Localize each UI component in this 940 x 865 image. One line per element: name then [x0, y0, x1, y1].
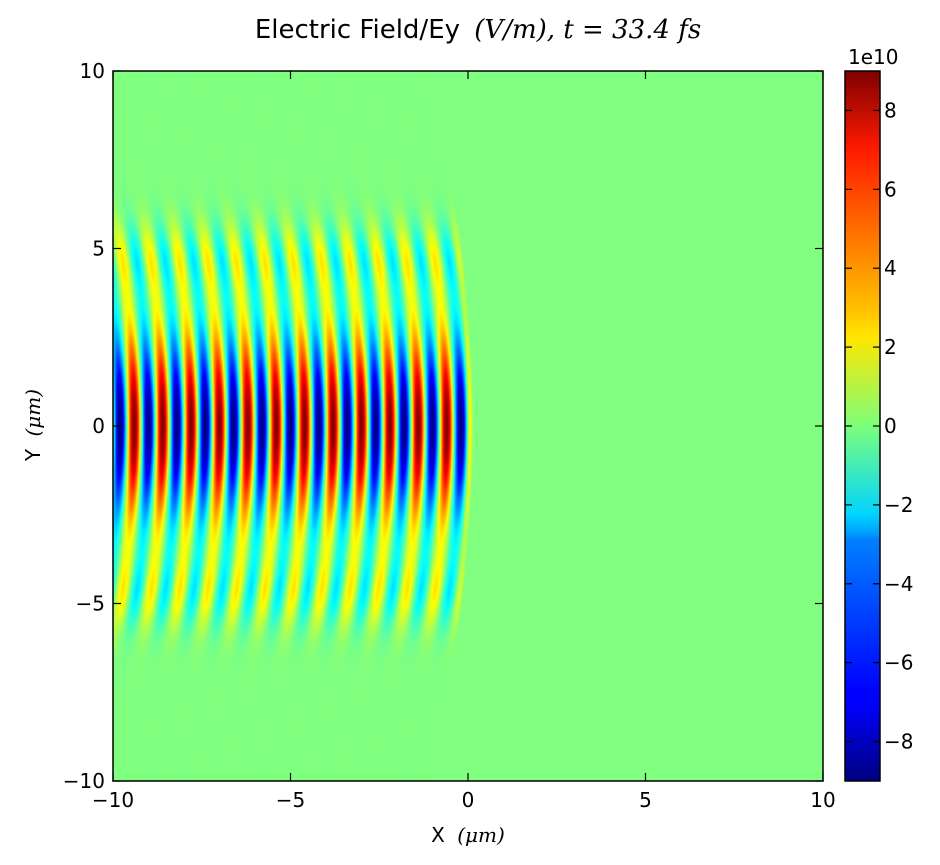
chart-title-unit: (V/m),: [474, 15, 563, 45]
y-tick-label: 0: [92, 414, 105, 438]
x-tick-label: −10: [92, 788, 134, 812]
x-axis-label: X (μm): [431, 823, 505, 847]
x-tick-label: −5: [276, 788, 305, 812]
y-tick-label: −5: [76, 592, 105, 616]
colorbar-tick-label: 0: [884, 414, 897, 438]
chart-title-text: Electric Field/Ey: [255, 15, 460, 45]
y-axis-label-unit: (μm): [21, 389, 45, 437]
x-axis-label-text: X: [431, 823, 445, 847]
colorbar-tick-label: 8: [884, 98, 897, 122]
y-tick-label: 5: [92, 237, 105, 261]
y-tick-label: −10: [63, 769, 105, 793]
chart-title: Electric Field/Ey (V/m), t = 33.4 fs: [255, 15, 701, 45]
x-axis-ticks: −10 −5 0 5 10: [92, 71, 836, 812]
colorbar: 1e10 8 6 4 2 0 −2 −4 −6 −8: [844, 45, 913, 782]
x-tick-label: 10: [810, 788, 835, 812]
colorbar-ticks: 8 6 4 2 0 −2 −4 −6 −8: [845, 98, 913, 754]
colorbar-tick-label: −6: [884, 651, 913, 675]
colorbar-multiplier: 1e10: [848, 45, 898, 69]
colorbar-tick-label: −4: [884, 572, 913, 596]
colorbar-tick-label: −8: [884, 730, 913, 754]
colorbar-tick-label: −2: [884, 493, 913, 517]
colorbar-tick-label: 4: [884, 256, 897, 280]
y-axis-label-text: Y: [21, 448, 45, 462]
plot-area: [112, 70, 824, 782]
chart-title-time: t = 33.4 fs: [563, 15, 701, 45]
heatmap-container: [113, 71, 823, 781]
y-axis-label: Y (μm): [21, 389, 45, 462]
y-tick-label: 10: [80, 59, 105, 83]
colorbar-tick-label: 6: [884, 177, 897, 201]
colorbar-tick-label: 2: [884, 335, 897, 359]
x-tick-label: 5: [639, 788, 652, 812]
x-tick-label: 0: [462, 788, 475, 812]
heatmap-image: [113, 71, 823, 781]
y-axis-ticks: −10 −5 0 5 10: [63, 59, 823, 793]
x-axis-label-unit: (μm): [457, 823, 505, 847]
